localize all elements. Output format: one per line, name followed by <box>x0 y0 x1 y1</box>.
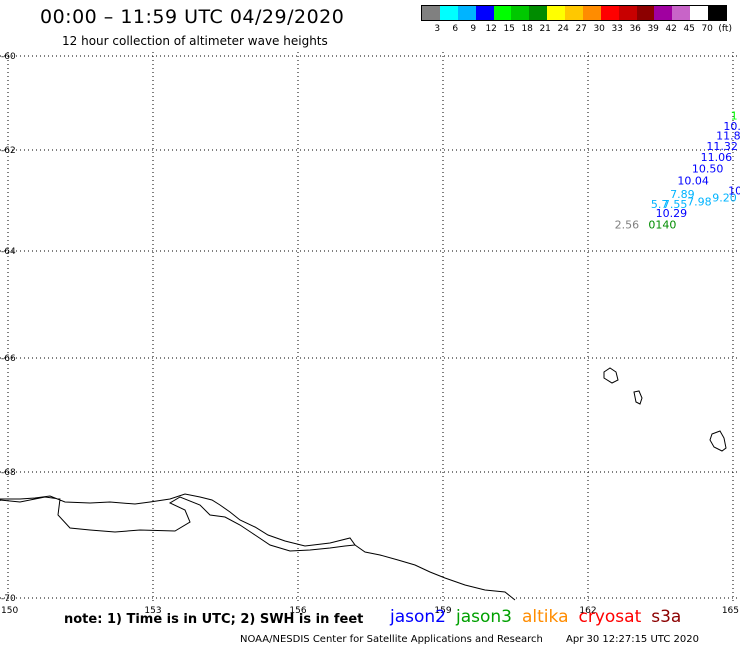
wave-height-label: 7.89 <box>670 188 695 201</box>
longitude-tick-label: 150 <box>1 606 18 616</box>
longitude-tick-label: 165 <box>722 606 739 616</box>
latitude-tick-label: -66 <box>1 354 16 364</box>
color-scale-label: 12 <box>485 24 497 34</box>
wave-height-label: 9.20 <box>712 192 737 205</box>
coastline <box>0 367 727 601</box>
color-scale-label: 42 <box>665 24 677 34</box>
color-scale-label: 30 <box>593 24 605 34</box>
color-swatch <box>654 6 673 20</box>
latitude-tick-label: -60 <box>1 52 16 62</box>
color-scale-label: 39 <box>647 24 659 34</box>
legend-jason2: jason2 <box>390 607 446 627</box>
coastline-segment <box>354 544 516 601</box>
wave-height-label: 1 <box>731 109 738 122</box>
wave-height-label: 7.55 <box>663 198 688 211</box>
map-gridlines <box>0 52 740 602</box>
satellite-legend: jason2 jason3 altika cryosat s3a <box>390 607 691 627</box>
credit-line: NOAA/NESDIS Center for Satellite Applica… <box>240 634 543 645</box>
island <box>603 367 619 384</box>
color-swatch <box>422 6 440 20</box>
latitude-ticks: -60 -62 -64 -66 -68 -70 <box>1 52 16 604</box>
color-scale-label: 36 <box>629 24 641 34</box>
color-swatch <box>565 6 583 20</box>
antarctic-coastline <box>0 493 356 552</box>
color-swatch <box>672 6 691 20</box>
units-note: note: 1) Time is in UTC; 2) SWH is in fe… <box>64 612 364 627</box>
legend-s3a: s3a <box>651 607 682 627</box>
color-scale-label: 70 <box>701 24 713 34</box>
color-scale-label: 3 <box>434 24 441 34</box>
color-swatch <box>708 6 726 20</box>
latitude-tick-label: -64 <box>1 247 16 257</box>
legend-cryosat: cryosat <box>578 607 642 627</box>
longitude-tick-label: 162 <box>579 606 596 616</box>
color-scale-label: 9 <box>470 24 477 34</box>
color-scale-label: 18 <box>521 24 533 34</box>
wave-height-label: 11.83 <box>716 130 740 143</box>
wave-height-label: 10.29 <box>656 207 688 220</box>
color-swatch <box>582 6 601 20</box>
legend-jason3: jason3 <box>456 607 512 627</box>
color-swatch <box>600 6 619 20</box>
color-swatch <box>690 6 708 20</box>
wave-height-label: 10.04 <box>677 174 709 187</box>
color-scale-label: 24 <box>557 24 569 34</box>
wave-height-label: 10 <box>728 184 740 197</box>
color-scale-label: (ft) <box>718 24 732 34</box>
wave-height-label: 2.56 <box>615 218 640 231</box>
color-swatch <box>493 6 512 20</box>
color-scale-label: 27 <box>575 24 587 34</box>
island <box>709 430 727 452</box>
wave-height-label: 5.7 <box>651 198 669 211</box>
latitude-tick-label: -70 <box>1 594 16 604</box>
latitude-tick-label: -62 <box>1 146 16 156</box>
color-swatch <box>457 6 476 20</box>
longitude-ticks: 150 153 156 159 162 165 <box>1 606 739 616</box>
wave-height-color-scale: 3 6 9 12 15 18 21 24 27 30 33 36 39 42 45 70 (ft) <box>421 5 732 37</box>
longitude-tick-label: 159 <box>434 606 451 616</box>
color-scale-label: 15 <box>503 24 515 34</box>
color-swatch <box>618 6 637 20</box>
color-scale-swatches <box>421 5 727 21</box>
wave-height-label: 11.06 <box>701 151 733 164</box>
color-swatch <box>636 6 655 20</box>
wave-height-label: 11.32 <box>706 140 738 153</box>
wave-height-label: 10.50 <box>692 163 724 176</box>
longitude-tick-label: 156 <box>289 606 306 616</box>
color-scale-label: 33 <box>611 24 623 34</box>
color-scale-label: 21 <box>539 24 551 34</box>
color-swatch <box>439 6 458 20</box>
color-swatch <box>529 6 548 20</box>
color-scale-label: 45 <box>683 24 695 34</box>
legend-altika: altika <box>522 607 569 627</box>
longitude-tick-label: 153 <box>144 606 161 616</box>
wave-height-label: 0140 <box>648 218 676 231</box>
wave-height-label: 7.98 <box>687 196 712 209</box>
latitude-tick-label: -68 <box>1 468 16 478</box>
color-swatch <box>511 6 530 20</box>
color-scale-labels: 3 6 9 12 15 18 21 24 27 30 33 36 39 42 45 70 (ft) <box>421 21 732 35</box>
color-swatch <box>547 6 565 20</box>
map-subtitle: 12 hour collection of altimeter wave hei… <box>62 34 328 48</box>
map-title: 00:00 – 11:59 UTC 04/29/2020 <box>40 6 345 28</box>
color-scale-label: 6 <box>452 24 459 34</box>
wave-height-label: 10. <box>723 120 740 133</box>
island <box>633 390 643 405</box>
color-swatch <box>475 6 494 20</box>
generated-timestamp: Apr 30 12:27:15 UTC 2020 <box>566 634 699 645</box>
